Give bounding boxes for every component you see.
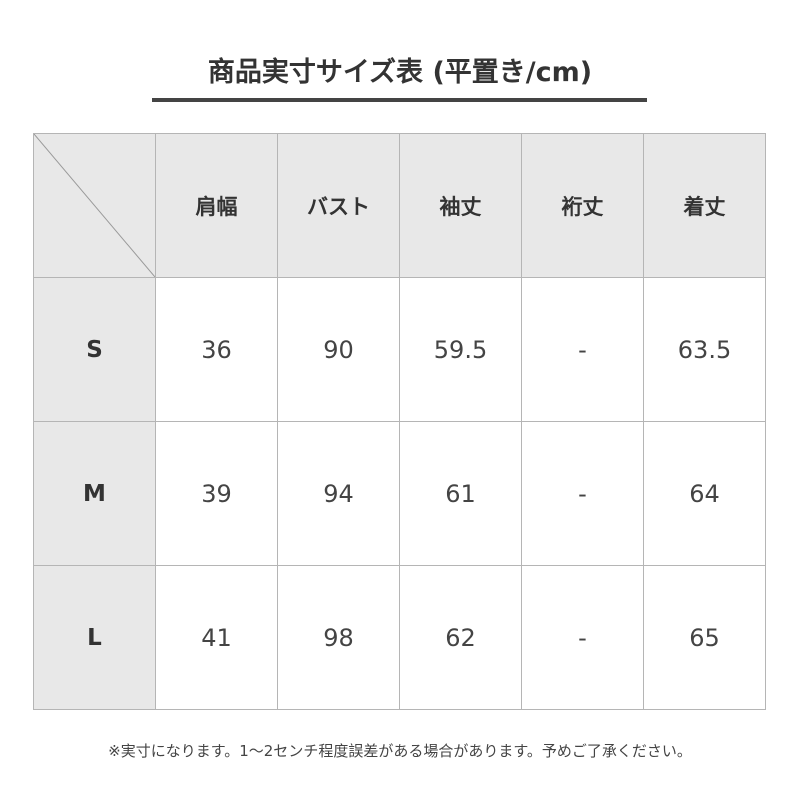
header-cell: 肩幅	[155, 133, 278, 278]
table-cell: 64	[643, 421, 766, 566]
title-underline	[152, 98, 647, 102]
footnote: ※実寸になります。1〜2センチ程度誤差がある場合があります。予めご了承ください。	[108, 742, 692, 760]
page-title: 商品実寸サイズ表 (平置き/cm)	[207, 57, 593, 88]
table-cell: -	[521, 565, 644, 710]
corner-cell	[33, 133, 156, 278]
size-label: L	[33, 565, 156, 710]
table-row: M 39 94 61 - 64	[33, 421, 766, 566]
table-row: L 41 98 62 - 65	[33, 565, 766, 710]
size-table: 肩幅 バスト 袖丈 裄丈 着丈 S 36 90 59.5 - 63.5 M 39…	[33, 133, 766, 710]
table-cell: -	[521, 421, 644, 566]
table-row: S 36 90 59.5 - 63.5	[33, 277, 766, 422]
size-label: S	[33, 277, 156, 422]
header-cell: 裄丈	[521, 133, 644, 278]
table-cell: 90	[277, 277, 400, 422]
header-cell: 着丈	[643, 133, 766, 278]
table-cell: -	[521, 277, 644, 422]
table-cell: 41	[155, 565, 278, 710]
table-header-row: 肩幅 バスト 袖丈 裄丈 着丈	[33, 133, 766, 278]
diagonal-line	[34, 134, 155, 277]
table-cell: 62	[399, 565, 522, 710]
header-cell: バスト	[277, 133, 400, 278]
header-cell: 袖丈	[399, 133, 522, 278]
table-cell: 59.5	[399, 277, 522, 422]
size-label: M	[33, 421, 156, 566]
table-cell: 98	[277, 565, 400, 710]
table-cell: 65	[643, 565, 766, 710]
table-cell: 36	[155, 277, 278, 422]
table-cell: 61	[399, 421, 522, 566]
table-cell: 39	[155, 421, 278, 566]
table-cell: 63.5	[643, 277, 766, 422]
table-cell: 94	[277, 421, 400, 566]
